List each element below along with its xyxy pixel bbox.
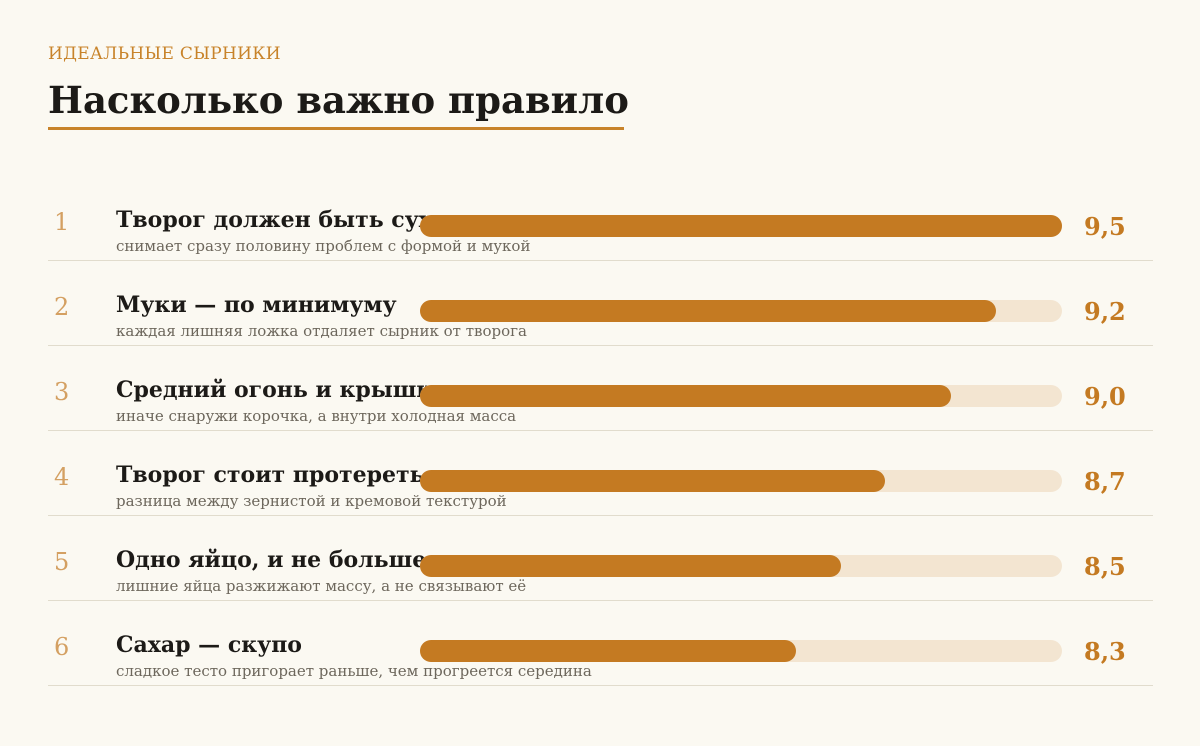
rule-title: Одно яйцо, и не больше bbox=[116, 547, 427, 573]
chart-row: 5 Одно яйцо, и не больше лишние яйца разжи… bbox=[48, 516, 1153, 601]
score-label: 9,2 bbox=[1084, 297, 1126, 326]
rank-number: 5 bbox=[54, 548, 70, 576]
bar-track bbox=[420, 640, 1062, 662]
score-label: 9,0 bbox=[1084, 382, 1126, 411]
bar-track bbox=[420, 215, 1062, 237]
score-label: 9,5 bbox=[1084, 212, 1126, 241]
rank-number: 2 bbox=[54, 293, 70, 321]
score-label: 8,5 bbox=[1084, 552, 1126, 581]
rule-title: Творог должен быть сух bbox=[116, 207, 432, 233]
bar-fill bbox=[420, 300, 996, 322]
bar-track bbox=[420, 385, 1062, 407]
rank-number: 4 bbox=[54, 463, 70, 491]
bar-fill bbox=[420, 640, 796, 662]
bar-track bbox=[420, 470, 1062, 492]
page-title: Насколько важно правило bbox=[48, 78, 629, 122]
chart-row: 6 Сахар — скупо сладкое тесто пригорает ра… bbox=[48, 601, 1153, 686]
bar-track bbox=[420, 555, 1062, 577]
score-label: 8,7 bbox=[1084, 467, 1126, 496]
chart-row: 4 Творог стоит протереть разница между зер… bbox=[48, 431, 1153, 516]
rule-title: Средний огонь и крыши bbox=[116, 377, 433, 403]
rule-subtitle: снимает сразу половину проблем с формой … bbox=[116, 237, 531, 255]
rule-subtitle: иначе снаружи корочка, а внутри холодная… bbox=[116, 407, 517, 425]
rule-title: Творог стоит протереть bbox=[116, 462, 425, 488]
ranking-chart: 1 Творог должен быть сух снимает сразу пол… bbox=[48, 176, 1153, 686]
bar-fill bbox=[420, 215, 1062, 237]
score-label: 8,3 bbox=[1084, 637, 1126, 666]
bar-fill bbox=[420, 555, 841, 577]
bar-track bbox=[420, 300, 1062, 322]
rule-subtitle: лишние яйца разжижают массу, а не связыв… bbox=[116, 577, 527, 595]
rank-number: 1 bbox=[54, 208, 70, 236]
rule-subtitle: сладкое тесто пригорает раньше, чем прог… bbox=[116, 662, 592, 680]
rule-title: Муки — по минимуму bbox=[116, 292, 397, 318]
chart-row: 3 Средний огонь и крыши иначе снаружи коро… bbox=[48, 346, 1153, 431]
rule-title: Сахар — скупо bbox=[116, 632, 302, 658]
rule-subtitle: каждая лишняя ложка отдаляет сырник от т… bbox=[116, 322, 527, 340]
bar-fill bbox=[420, 385, 951, 407]
title-underline bbox=[48, 127, 624, 130]
rank-number: 3 bbox=[54, 378, 70, 406]
rank-number: 6 bbox=[54, 633, 70, 661]
chart-row: 1 Творог должен быть сух снимает сразу пол… bbox=[48, 176, 1153, 261]
bar-fill bbox=[420, 470, 885, 492]
chart-row: 2 Муки — по минимуму каждая лишняя ложка о… bbox=[48, 261, 1153, 346]
page-kicker: ИДЕАЛЬНЫЕ СЫРНИКИ bbox=[48, 44, 281, 64]
rule-subtitle: разница между зернистой и кремовой текст… bbox=[116, 492, 507, 510]
